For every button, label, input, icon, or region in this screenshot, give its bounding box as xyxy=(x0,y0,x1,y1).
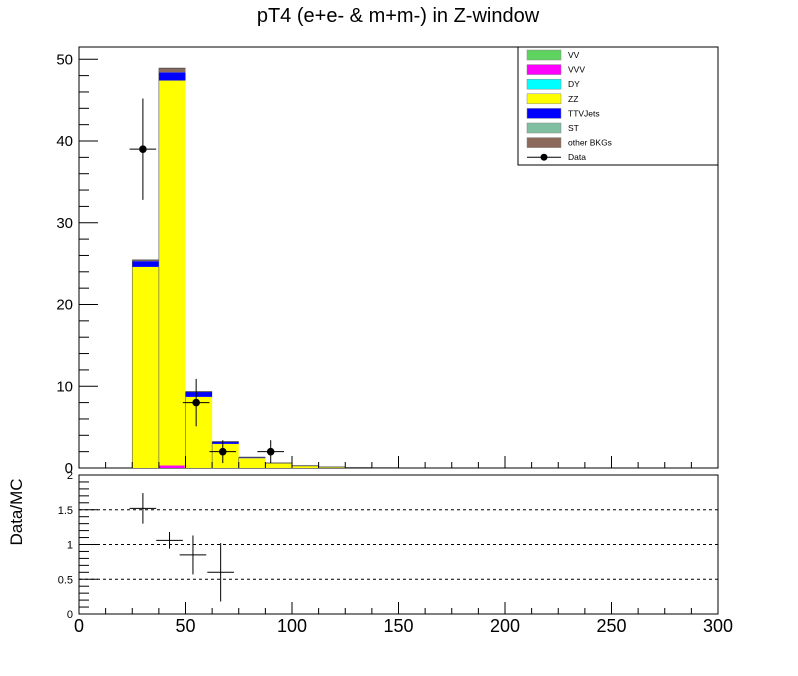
ratio-reference-lines xyxy=(79,509,718,580)
legend-swatch-st xyxy=(526,122,562,134)
main-y-axis: 0 10 20 30 40 50 xyxy=(56,51,98,477)
legend-label-other-bkgs: other BKGs xyxy=(568,138,612,148)
bar-zz-2 xyxy=(185,396,213,468)
y-tick-label: 30 xyxy=(56,215,73,232)
data-point-0 xyxy=(139,145,147,153)
bar-zz-5 xyxy=(265,463,292,468)
legend-label-st: ST xyxy=(568,123,579,133)
legend-label-ttvjets: TTVJets xyxy=(568,108,600,118)
main-x-axis xyxy=(78,456,719,468)
bar-zz-0 xyxy=(132,266,159,468)
chart-title: pT4 (e+e- & m+m-) in Z-window xyxy=(257,5,540,27)
ratio-y-axis: 0 0.5 1 1.5 2 xyxy=(58,470,98,621)
legend-swatch-zz xyxy=(526,93,562,105)
x-tick-label: 50 xyxy=(175,616,195,636)
legend-swatch-ttvjets xyxy=(526,108,562,119)
bar-ttvjets-2 xyxy=(185,391,213,397)
ratio-plot-panel: 0 0.5 1 1.5 2 0 50 100 150 200 250 300 Data/MC xyxy=(7,470,733,636)
legend-swatch-other-bkgs xyxy=(526,137,562,148)
bar-ttvjets-3 xyxy=(212,441,239,444)
data-points xyxy=(129,98,285,464)
x-tick-label: 200 xyxy=(490,616,520,636)
ratio-y-tick-label: 0 xyxy=(67,609,73,621)
bar-zz-7 xyxy=(318,467,346,468)
ratio-points xyxy=(129,493,234,602)
y-tick-label: 0 xyxy=(65,460,73,477)
bar-zz-6 xyxy=(292,465,319,468)
y-tick-label: 40 xyxy=(56,133,73,150)
bar-ttvjets-0 xyxy=(132,261,159,267)
legend-swatch-vvv xyxy=(526,64,562,75)
ratio-y-tick-label: 0.5 xyxy=(58,574,73,586)
stacked-histogram xyxy=(131,67,399,469)
bar-ttvjets-1 xyxy=(158,72,186,81)
data-point-2 xyxy=(218,447,227,456)
y-tick-label: 20 xyxy=(56,297,73,314)
legend-data-marker xyxy=(540,153,548,161)
bar-zz-3 xyxy=(212,443,239,468)
ratio-y-tick-label: 1 xyxy=(67,540,73,552)
x-tick-label: 150 xyxy=(383,616,413,636)
ratio-x-axis: 0 50 100 150 200 250 300 xyxy=(74,602,733,636)
bar-zz-1 xyxy=(158,80,186,468)
bar-other-bkgs-1 xyxy=(158,68,186,73)
x-tick-label: 100 xyxy=(277,616,307,636)
data-point-3 xyxy=(266,447,275,456)
x-tick-label: 0 xyxy=(74,616,84,636)
main-plot-panel: 0 10 20 30 40 50 xyxy=(56,46,719,477)
bar-zz-4 xyxy=(238,458,266,468)
legend-label-dy: DY xyxy=(568,79,580,89)
x-tick-label: 250 xyxy=(596,616,626,636)
y-tick-label: 50 xyxy=(56,51,73,68)
ratio-y-tick-label: 1.5 xyxy=(58,505,73,517)
ratio-y-label: Data/MC xyxy=(7,478,26,545)
legend-label-zz: ZZ xyxy=(568,94,578,104)
ratio-y-tick-label: 2 xyxy=(67,470,73,482)
legend-label-data: Data xyxy=(568,152,586,162)
legend-swatch-dy xyxy=(526,78,562,90)
data-point-1 xyxy=(192,398,200,407)
x-tick-label: 300 xyxy=(703,616,733,636)
y-tick-label: 10 xyxy=(56,378,73,395)
bar-other-bkgs-0 xyxy=(132,259,159,262)
legend-label-vvv: VVV xyxy=(568,65,585,75)
legend-label-vv: VV xyxy=(568,50,580,60)
legend-swatch-vv xyxy=(526,49,562,61)
bar-vvv-1 xyxy=(159,465,185,468)
